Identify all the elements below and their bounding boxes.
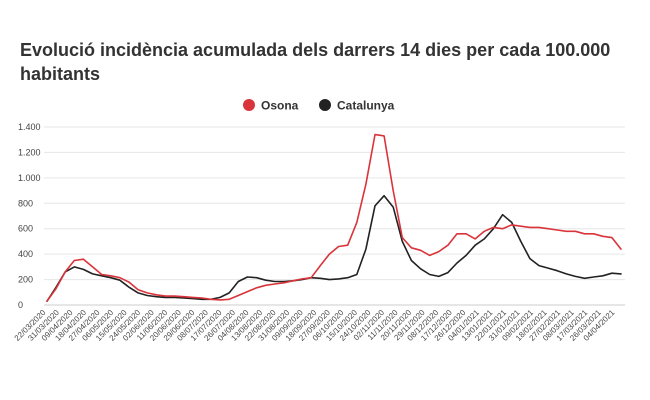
x-axis: 22/03/202031/03/202009/04/202018/04/2020… xyxy=(13,308,617,343)
y-tick-label: 800 xyxy=(18,198,33,208)
y-tick-label: 1.400 xyxy=(18,122,41,132)
legend-label-catalunya: Catalunya xyxy=(337,99,395,113)
grid xyxy=(44,126,625,306)
y-tick-label: 1.200 xyxy=(18,147,41,157)
series-line-catalunya xyxy=(46,194,622,303)
y-axis: 0 200 400 600 800 1.000 1.200 1.400 xyxy=(18,122,41,310)
series-line-osona xyxy=(46,133,622,303)
legend-marker-catalunya xyxy=(319,99,331,111)
series-lines xyxy=(46,133,622,303)
legend-marker-osona xyxy=(243,99,255,111)
chart-title: Evolució incidència acumulada dels darre… xyxy=(20,40,611,84)
y-tick-label: 200 xyxy=(18,275,33,285)
legend: Osona Catalunya xyxy=(243,99,395,113)
y-tick-label: 1.000 xyxy=(18,173,41,183)
y-tick-label: 400 xyxy=(18,249,33,259)
legend-label-osona: Osona xyxy=(261,99,299,113)
y-tick-label: 600 xyxy=(18,224,33,234)
y-tick-label: 0 xyxy=(18,300,23,310)
